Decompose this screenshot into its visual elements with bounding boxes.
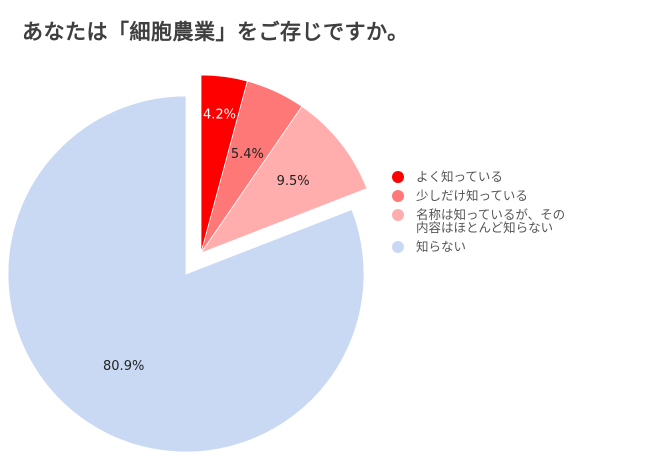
data-label-name-only: 9.5%	[277, 174, 310, 189]
legend: よく知っている 少しだけ知っている 名称は知っているが、その 内容はほとんど知ら…	[392, 170, 632, 259]
legend-label: よく知っている	[416, 169, 503, 184]
legend-swatch	[392, 209, 404, 221]
legend-label: 名称は知っているが、その 内容はほとんど知らない	[416, 207, 566, 235]
data-label-know-a-little: 5.4%	[231, 147, 264, 162]
legend-swatch	[392, 190, 404, 202]
pie-slice-dont-know	[7, 95, 365, 453]
legend-swatch	[392, 241, 404, 253]
data-label-dont-know: 80.9%	[103, 359, 144, 374]
legend-item-know-well: よく知っている	[392, 170, 632, 183]
data-label-know-well: 4.2%	[203, 108, 236, 123]
legend-item-dont-know: 知らない	[392, 240, 632, 253]
legend-label: 知らない	[416, 239, 467, 254]
legend-item-name-only: 名称は知っているが、その 内容はほとんど知らない	[392, 208, 632, 234]
legend-item-know-a-little: 少しだけ知っている	[392, 189, 632, 202]
chart-title: あなたは「細胞農業」をご存じですか。	[22, 20, 409, 44]
legend-label: 少しだけ知っている	[416, 188, 528, 203]
legend-swatch	[392, 171, 404, 183]
pie-slice-name-only	[199, 105, 368, 254]
